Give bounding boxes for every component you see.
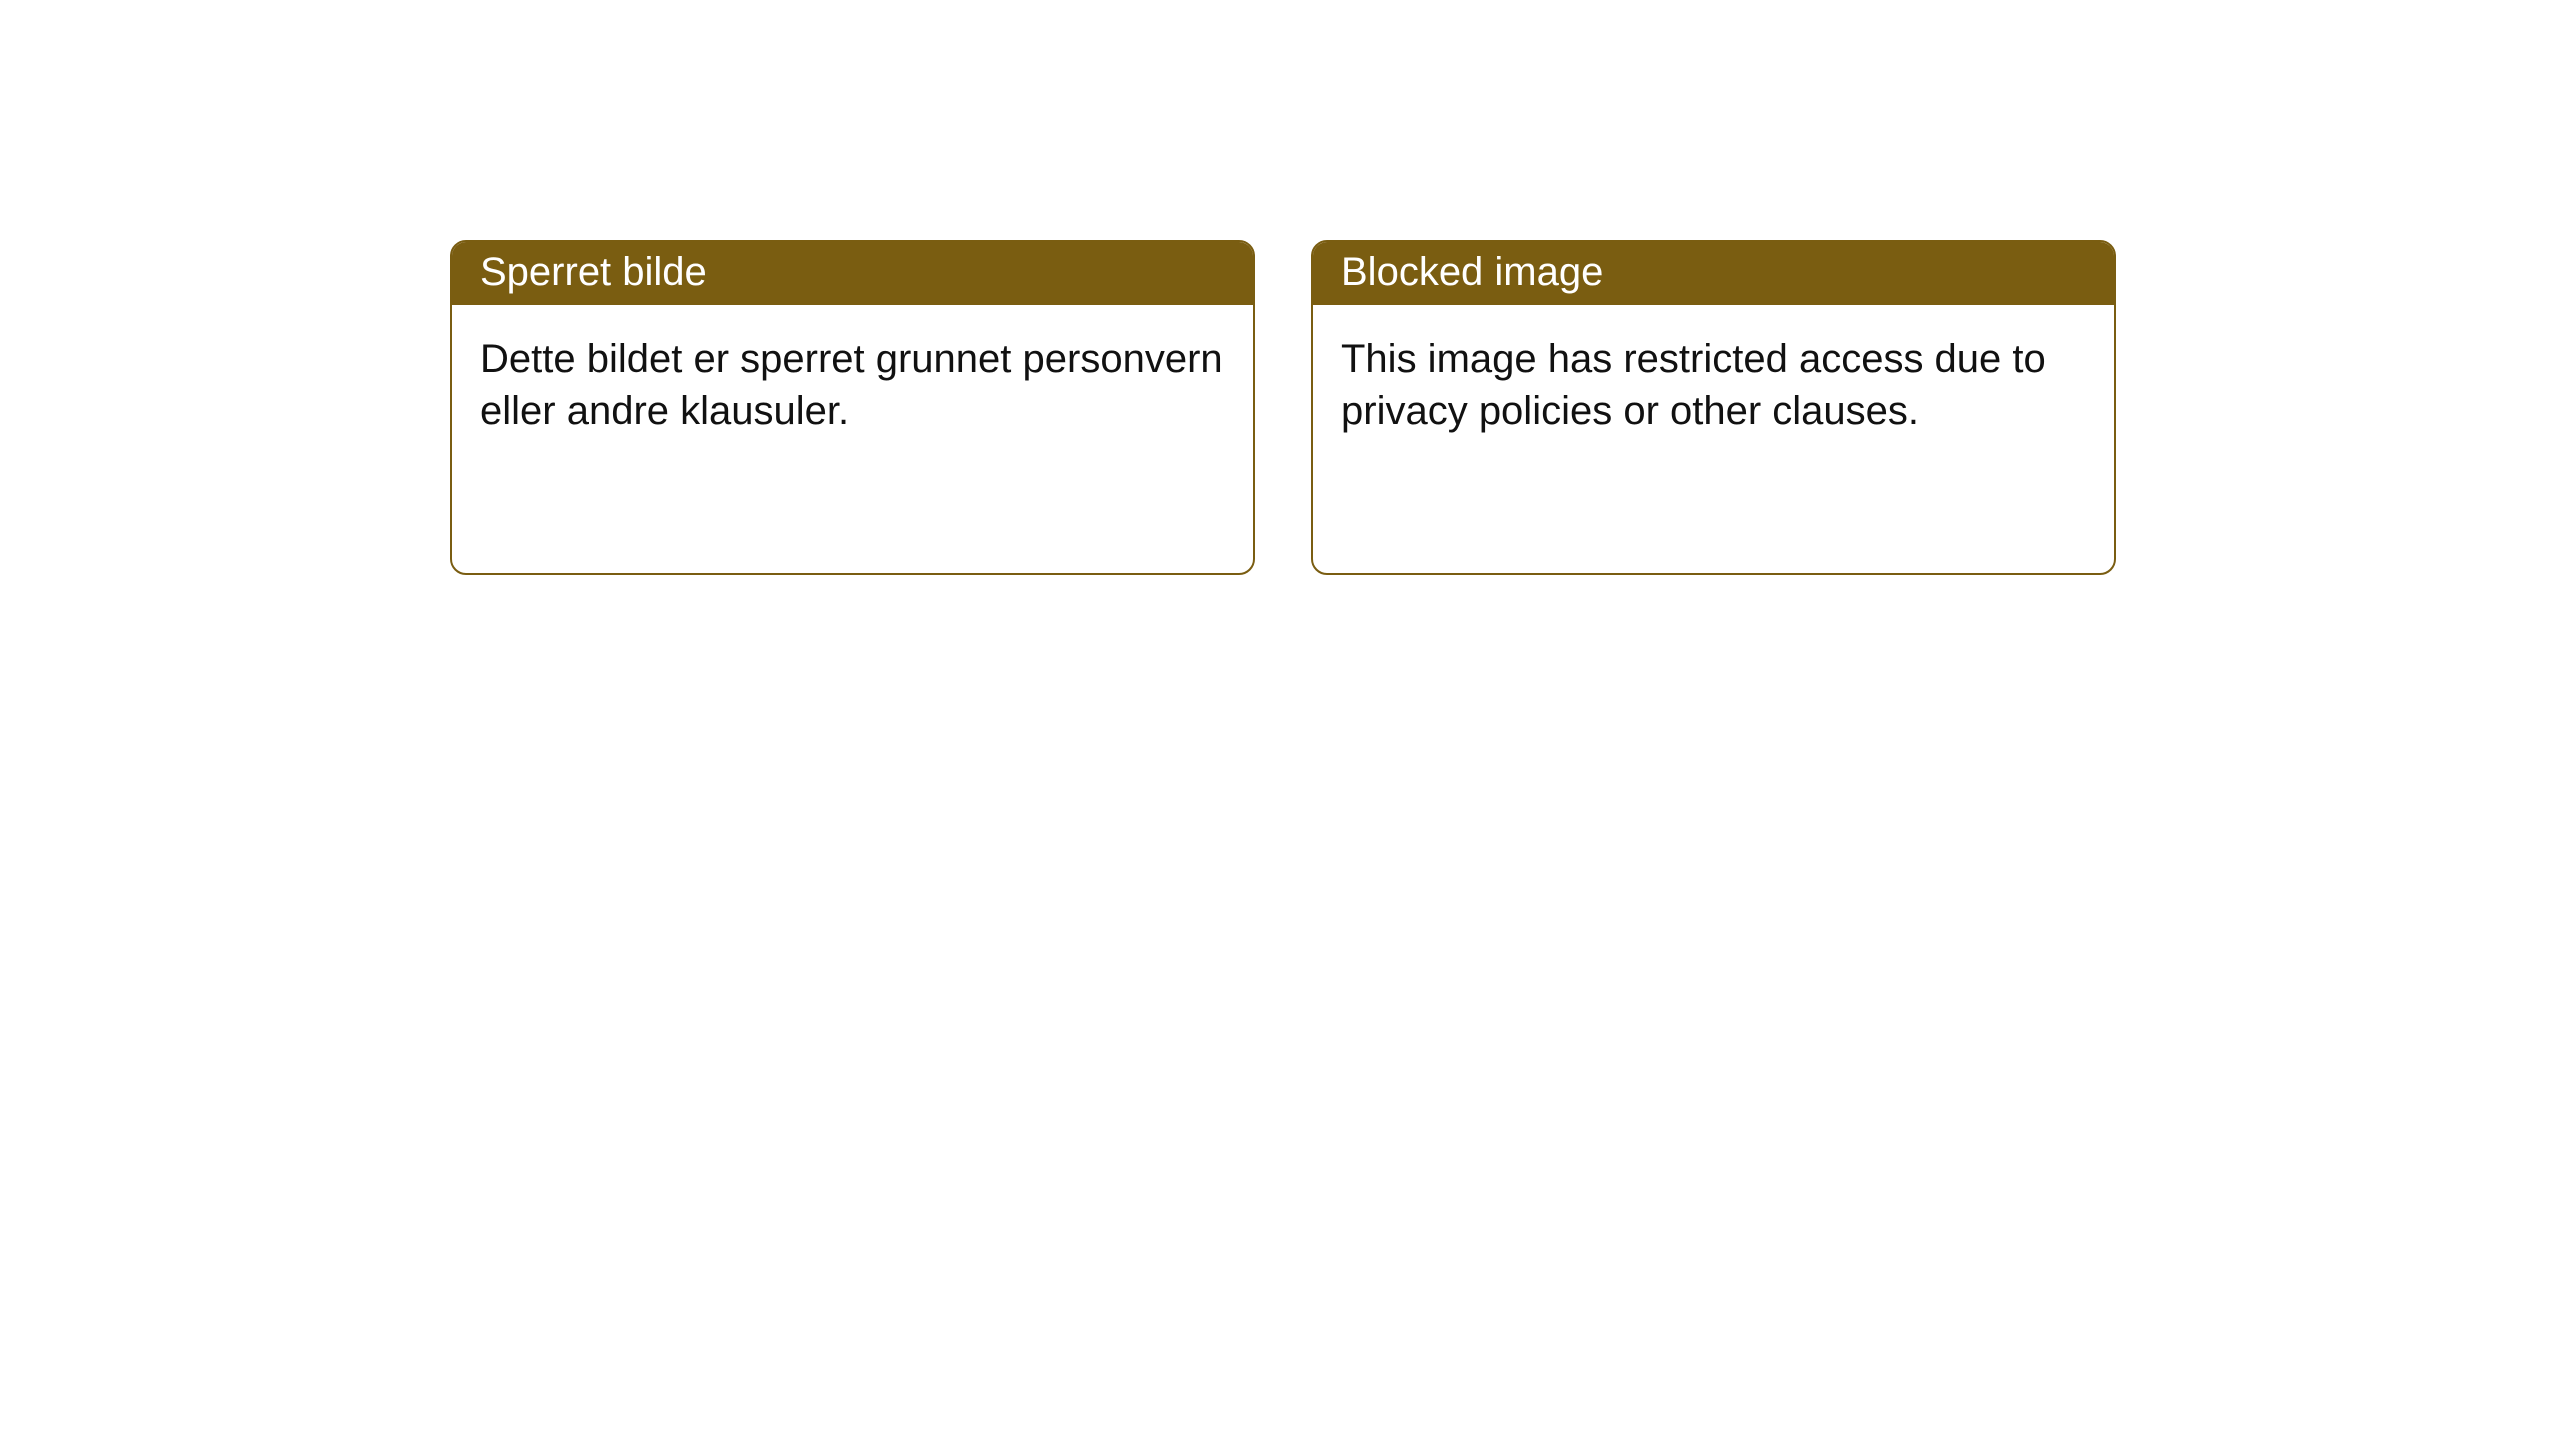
notice-title: Sperret bilde	[480, 250, 707, 294]
notice-title: Blocked image	[1341, 250, 1603, 294]
notice-header: Sperret bilde	[452, 242, 1253, 305]
notice-body-text: Dette bildet er sperret grunnet personve…	[480, 337, 1223, 433]
notice-header: Blocked image	[1313, 242, 2114, 305]
notice-body: This image has restricted access due to …	[1313, 305, 2114, 465]
notice-card-norwegian: Sperret bilde Dette bildet er sperret gr…	[450, 240, 1255, 575]
notice-body-text: This image has restricted access due to …	[1341, 337, 2046, 433]
notice-card-english: Blocked image This image has restricted …	[1311, 240, 2116, 575]
notice-body: Dette bildet er sperret grunnet personve…	[452, 305, 1253, 465]
notice-container: Sperret bilde Dette bildet er sperret gr…	[0, 0, 2560, 575]
